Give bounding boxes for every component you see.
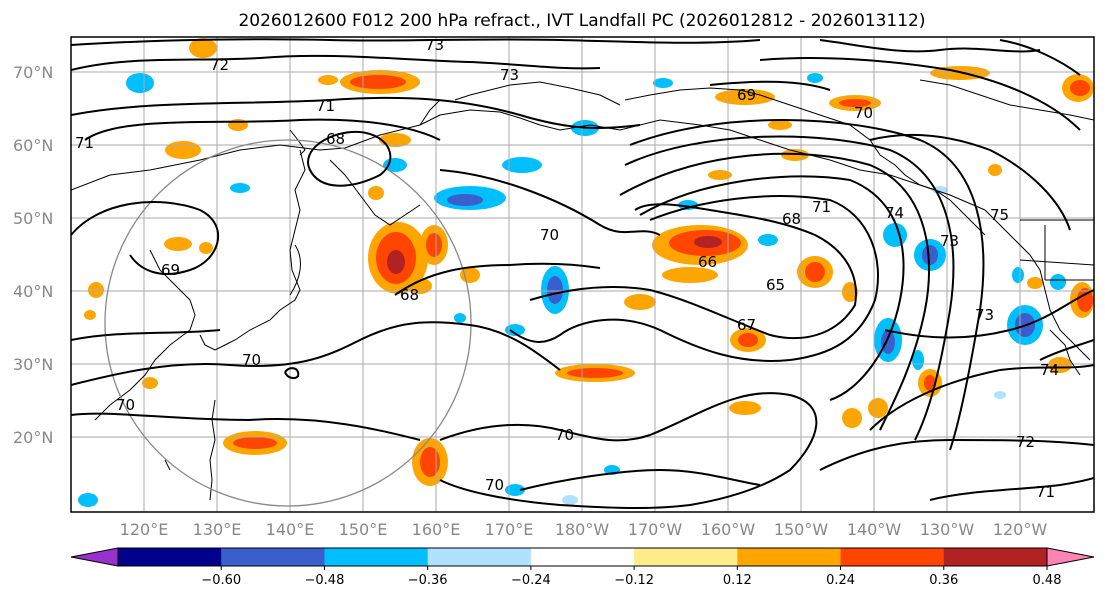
- colorbar-segment: [221, 548, 325, 566]
- lon-label: 160°E: [412, 520, 461, 539]
- contour-label: 74: [885, 204, 904, 222]
- lon-label: 130°E: [193, 520, 242, 539]
- contour-labels: 73 72 73 71 69 70 71 68 70 69 68 66 65 6…: [75, 36, 1059, 501]
- colorbar-tick-label: −0.12: [614, 573, 654, 588]
- colorbar-segment: [427, 548, 532, 566]
- contour-label: 65: [766, 276, 785, 294]
- colorbar-segment: [118, 548, 222, 566]
- colorbar-tick-label: 0.24: [826, 573, 855, 588]
- longitude-labels: 120°E 130°E 140°E 150°E 160°E 170°E 180°…: [120, 520, 1048, 539]
- colorbar-segment: [737, 548, 842, 566]
- contour-label: 67: [737, 316, 756, 334]
- lon-label: 150°E: [339, 520, 388, 539]
- contour-label: 70: [854, 104, 873, 122]
- chart-title: 2026012600 F012 200 hPa refract., IVT La…: [238, 11, 925, 31]
- contour-label: 69: [737, 86, 756, 104]
- contour-label: 72: [1016, 433, 1035, 451]
- lon-label: 150°W: [774, 520, 829, 539]
- contour-label: 68: [400, 286, 419, 304]
- colorbar-segment: [943, 548, 1048, 566]
- lon-label: 140°E: [266, 520, 315, 539]
- lon-label: 170°W: [628, 520, 683, 539]
- lat-label: 60°N: [13, 136, 53, 155]
- colorbar-segment: [530, 548, 635, 566]
- colorbar-tick-label: −0.60: [201, 573, 241, 588]
- lon-label: 170°E: [485, 520, 534, 539]
- lon-label: 130°W: [920, 520, 975, 539]
- contour-label: 68: [326, 130, 345, 148]
- contour-label: 75: [990, 206, 1009, 224]
- contour-label: 71: [316, 97, 335, 115]
- colorbar-tick-label: −0.36: [408, 573, 448, 588]
- map-frame: [70, 36, 1095, 513]
- contour-label: 74: [1040, 361, 1059, 379]
- lat-label: 40°N: [13, 282, 53, 301]
- colorbar-extend-high: [1046, 547, 1095, 567]
- colorbar-segment: [634, 548, 738, 566]
- contour-label: 72: [210, 56, 229, 74]
- lat-label: 20°N: [13, 428, 53, 447]
- contour-label: 73: [975, 306, 994, 324]
- lat-label: 50°N: [13, 209, 53, 228]
- contour-label: 71: [812, 198, 831, 216]
- lat-label: 30°N: [13, 355, 53, 374]
- contour-label: 70: [540, 226, 559, 244]
- lon-label: 120°E: [120, 520, 169, 539]
- lat-label: 70°N: [13, 63, 53, 82]
- colorbar: −0.60 −0.48 −0.36 −0.24 −0.12 0.12 0.24 0.36 0.4…: [70, 547, 1095, 588]
- lon-label: 120°W: [993, 520, 1048, 539]
- colorbar-tick-label: −0.24: [511, 573, 551, 588]
- contour-label: 68: [782, 210, 801, 228]
- contour-label: 70: [485, 476, 504, 494]
- colorbar-segment: [840, 548, 945, 566]
- contours: [71, 38, 1094, 510]
- contour-label: 73: [940, 232, 959, 250]
- colorbar-segment: [324, 548, 429, 566]
- contour-label: 73: [500, 66, 519, 84]
- contour-label: 70: [242, 351, 261, 369]
- contour-label: 71: [1036, 483, 1055, 501]
- contour-label: 70: [116, 396, 135, 414]
- range-ring: [104, 139, 472, 507]
- lon-label: 180°W: [555, 520, 610, 539]
- contour-label: 73: [425, 36, 444, 54]
- contour-label: 71: [75, 134, 94, 152]
- lon-label: 140°W: [847, 520, 902, 539]
- contour-label: 69: [161, 261, 180, 279]
- colorbar-tick-label: −0.48: [305, 573, 345, 588]
- lon-label: 160°W: [701, 520, 756, 539]
- colorbar-tick-label: 0.12: [723, 573, 752, 588]
- graticule: [71, 37, 1094, 512]
- contour-label: 70: [555, 426, 574, 444]
- contour-label: 66: [698, 253, 717, 271]
- colorbar-tick-label: 0.36: [929, 573, 958, 588]
- latitude-labels: 70°N 60°N 50°N 40°N 30°N 20°N: [13, 63, 53, 447]
- colorbar-frame: [117, 547, 1048, 567]
- colorbar-extend-low: [70, 547, 119, 567]
- map-panel: 73 72 73 71 69 70 71 68 70 69 68 66 65 6…: [70, 36, 1095, 513]
- colorbar-tick-label: 0.48: [1033, 573, 1062, 588]
